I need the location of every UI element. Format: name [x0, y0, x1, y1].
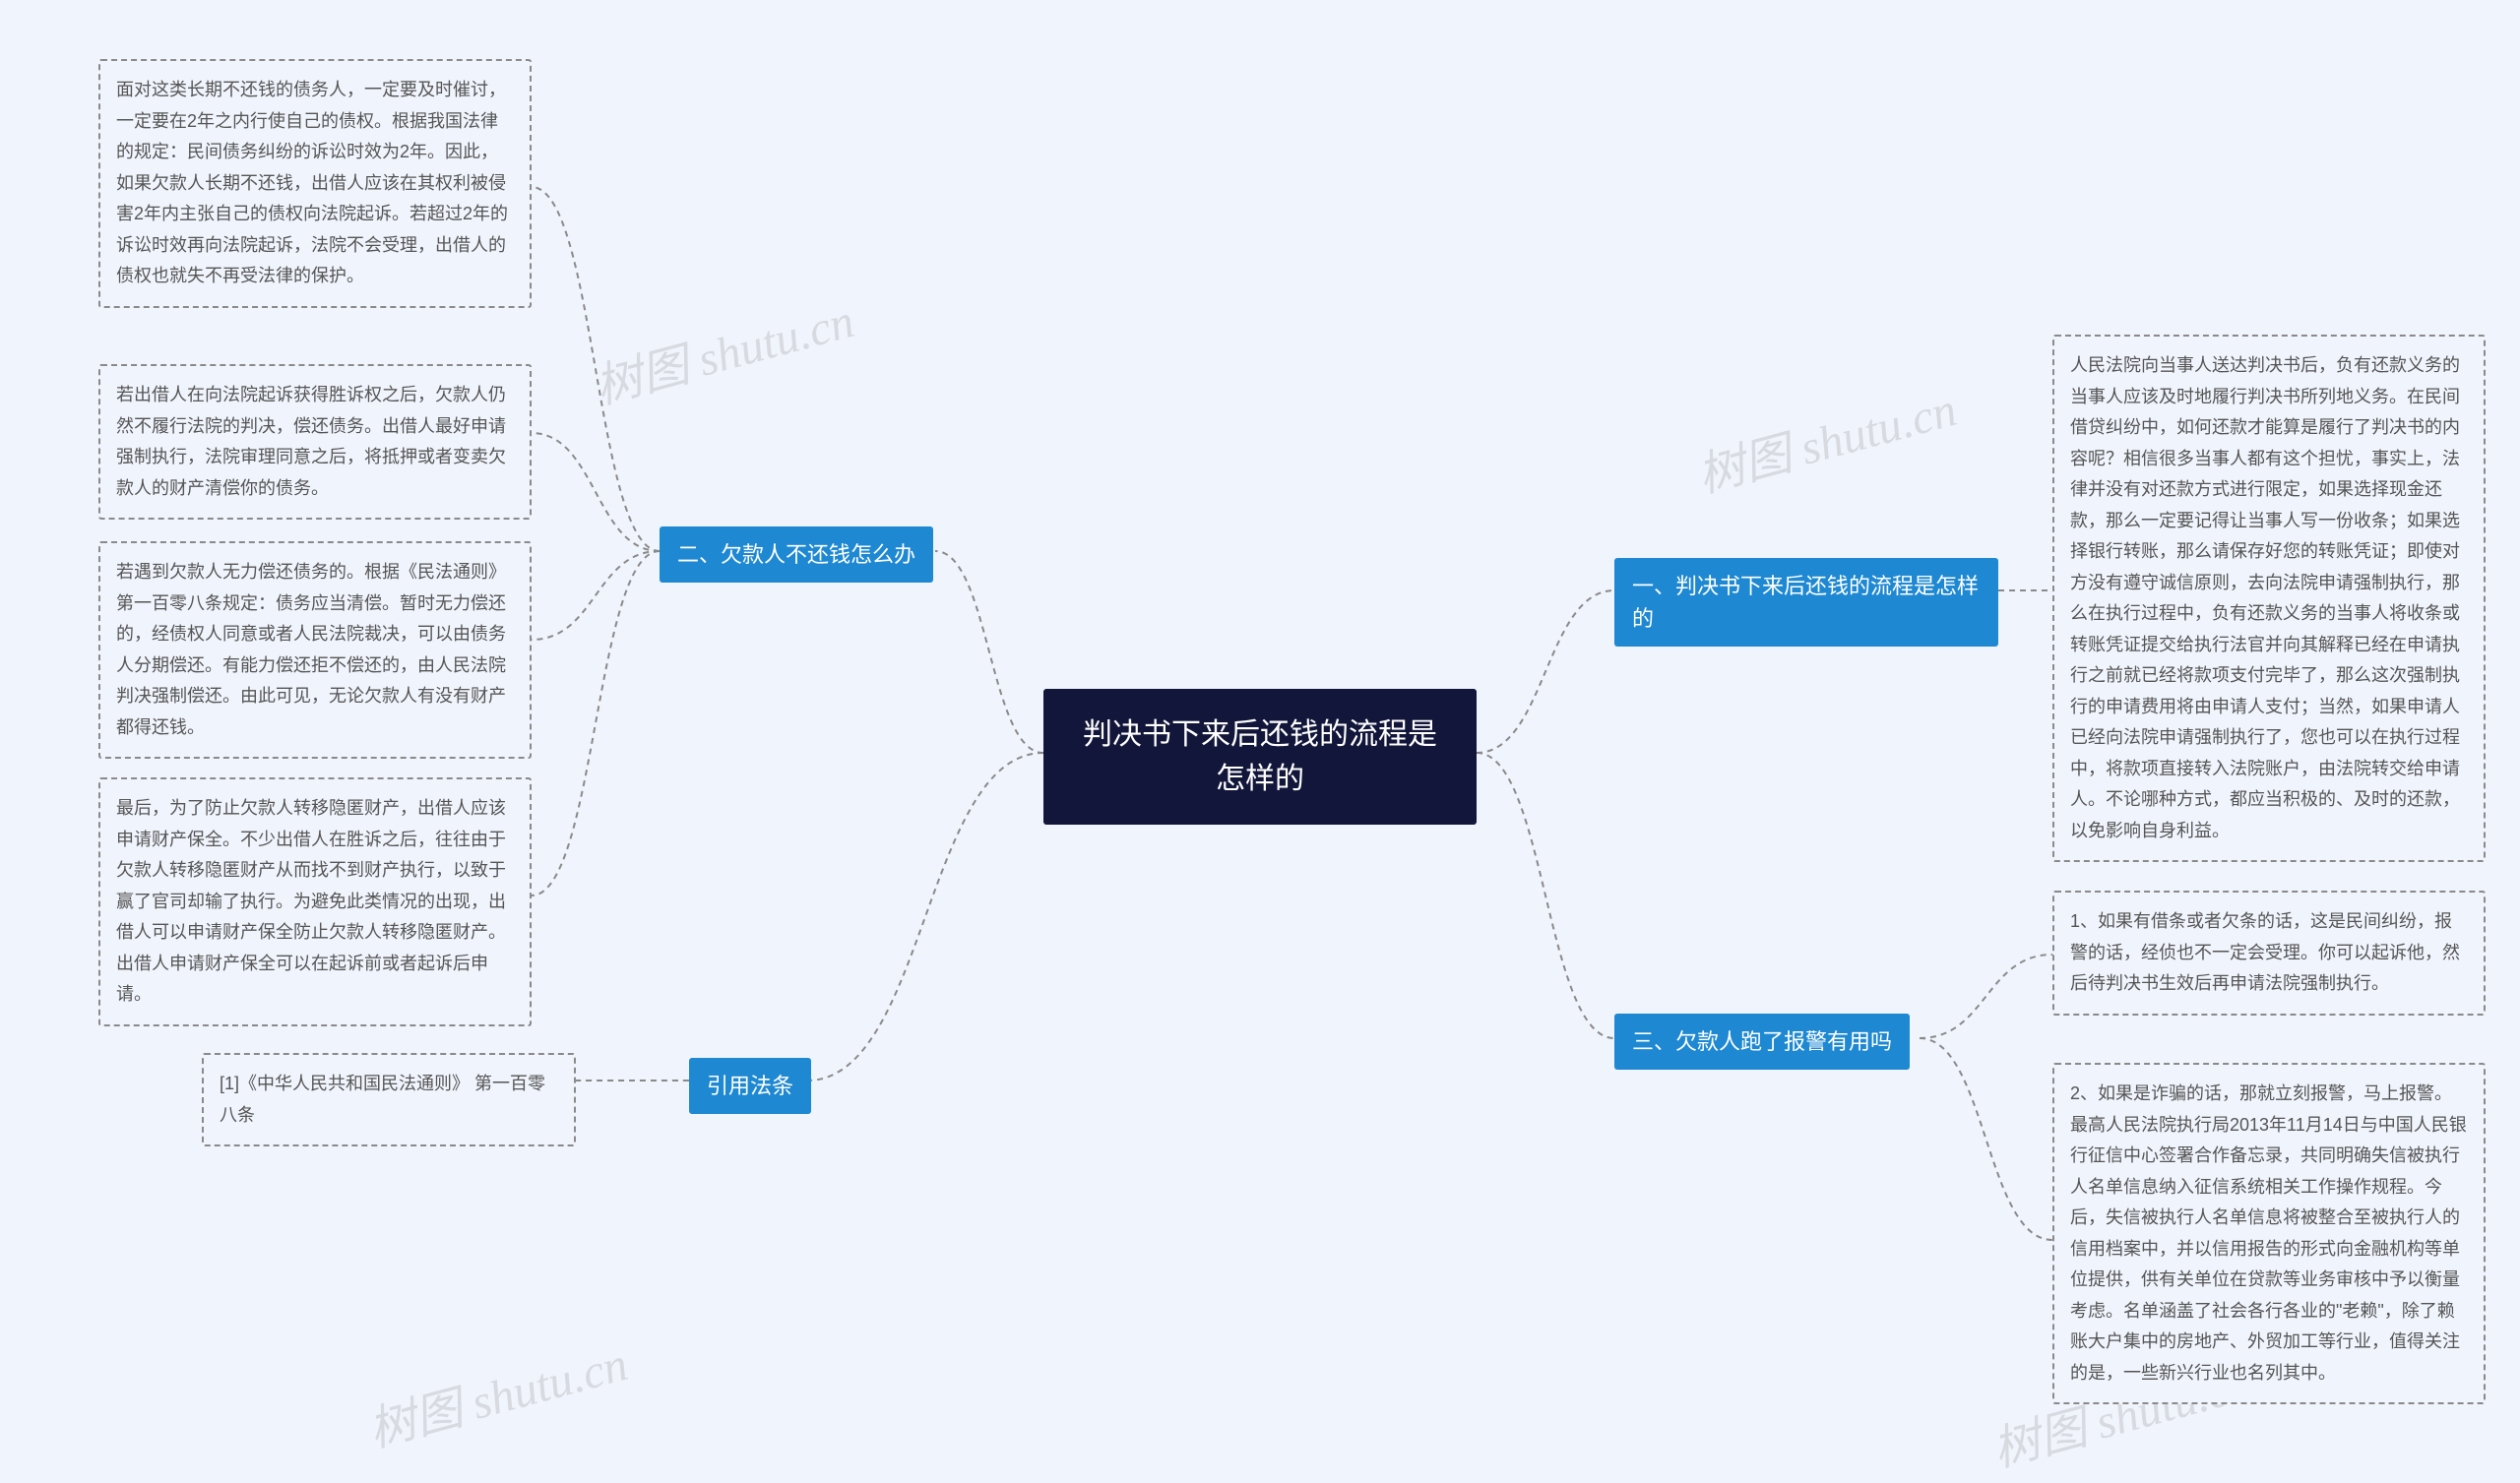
- branch-1[interactable]: 一、判决书下来后还钱的流程是怎样的: [1614, 558, 1998, 647]
- branch-2[interactable]: 二、欠款人不还钱怎么办: [660, 526, 933, 583]
- leaf-1[interactable]: 人民法院向当事人送达判决书后，负有还款义务的当事人应该及时地履行判决书所列地义务…: [2052, 335, 2486, 862]
- branch-4[interactable]: 引用法条: [689, 1058, 811, 1114]
- leaf-2b[interactable]: 若出借人在向法院起诉获得胜诉权之后，欠款人仍然不履行法院的判决，偿还债务。出借人…: [98, 364, 532, 520]
- leaf-2c[interactable]: 若遇到欠款人无力偿还债务的。根据《民法通则》第一百零八条规定：债务应当清偿。暂时…: [98, 541, 532, 759]
- branch-3[interactable]: 三、欠款人跑了报警有用吗: [1614, 1014, 1910, 1070]
- watermark: 树图 shutu.cn: [360, 1325, 634, 1459]
- leaf-3a[interactable]: 1、如果有借条或者欠条的话，这是民间纠纷，报警的话，经侦也不一定会受理。你可以起…: [2052, 891, 2486, 1016]
- leaf-4[interactable]: [1]《中华人民共和国民法通则》 第一百零八条: [202, 1053, 576, 1146]
- watermark: 树图 shutu.cn: [1689, 370, 1963, 505]
- leaf-3b[interactable]: 2、如果是诈骗的话，那就立刻报警，马上报警。最高人民法院执行局2013年11月1…: [2052, 1063, 2486, 1404]
- leaf-2d[interactable]: 最后，为了防止欠款人转移隐匿财产，出借人应该申请财产保全。不少出借人在胜诉之后，…: [98, 777, 532, 1026]
- watermark: 树图 shutu.cn: [587, 281, 860, 416]
- leaf-2a[interactable]: 面对这类长期不还钱的债务人，一定要及时催讨，一定要在2年之内行使自己的债权。根据…: [98, 59, 532, 308]
- root-node[interactable]: 判决书下来后还钱的流程是怎样的: [1043, 689, 1477, 825]
- mindmap-canvas: 树图 shutu.cn 树图 shutu.cn 树图 shutu.cn 树图 s…: [0, 0, 2520, 1483]
